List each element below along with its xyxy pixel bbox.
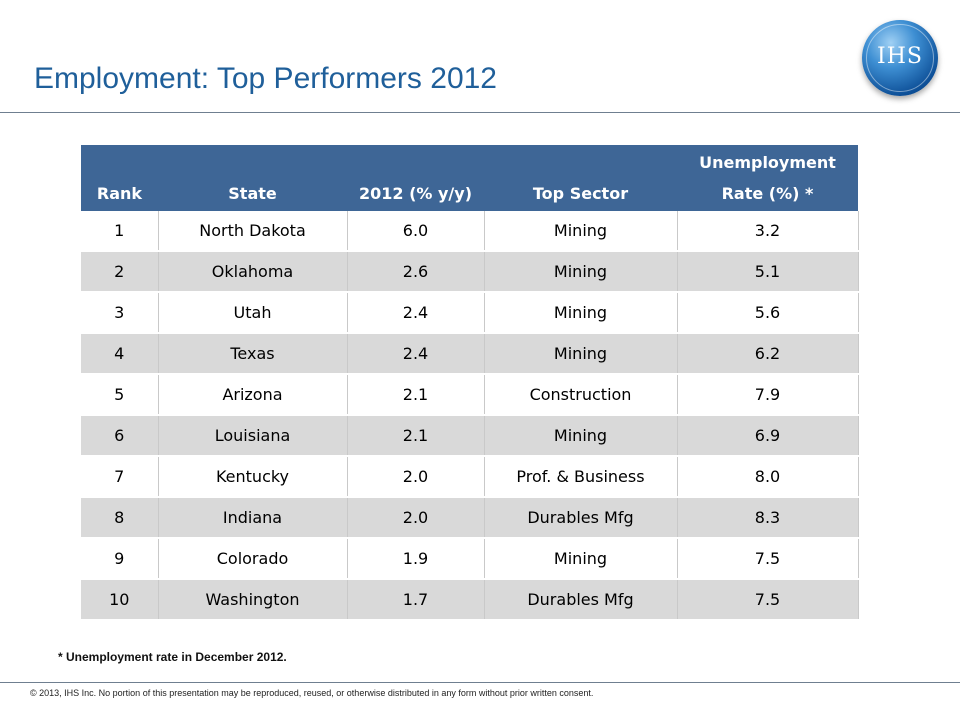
header-growth: 2012 (% y/y) (347, 145, 484, 211)
table-row: 2 Oklahoma 2.6 Mining 5.1 (81, 251, 859, 293)
header-rank: Rank (81, 145, 158, 211)
growth-cell: 2.0 (346, 497, 484, 539)
footer-divider (0, 682, 960, 683)
copyright-notice: © 2013, IHS Inc. No portion of this pres… (30, 688, 594, 698)
table-body: 1 North Dakota 6.0 Mining 3.2 2 Oklahoma 2.6 Min… (81, 211, 859, 621)
growth-cell: 1.7 (346, 579, 484, 621)
growth-cell: 2.0 (346, 456, 484, 498)
state-cell: Colorado (157, 538, 347, 580)
growth-cell: 6.0 (346, 211, 484, 252)
state-cell: Arizona (157, 374, 347, 416)
table-row: 4 Texas 2.4 Mining 6.2 (81, 333, 859, 375)
growth-cell: 2.4 (346, 292, 484, 334)
table-row: 5 Arizona 2.1 Construction 7.9 (81, 374, 859, 416)
state-cell: Louisiana (157, 415, 347, 457)
state-cell: North Dakota (157, 211, 347, 252)
unemployment-rate-cell: 5.6 (676, 292, 859, 334)
unemployment-rate-cell: 7.5 (676, 579, 859, 621)
logo-ring (866, 24, 934, 92)
unemployment-rate-cell: 6.2 (676, 333, 859, 375)
state-cell: Utah (157, 292, 347, 334)
unemployment-rate-cell: 8.3 (676, 497, 859, 539)
table-row: 3 Utah 2.4 Mining 5.6 (81, 292, 859, 334)
top-sector-cell: Mining (483, 292, 677, 334)
top-sector-cell: Mining (483, 538, 677, 580)
growth-cell: 1.9 (346, 538, 484, 580)
unemployment-rate-cell: 7.9 (676, 374, 859, 416)
table-row: 10 Washington 1.7 Durables Mfg 7.5 (81, 579, 859, 621)
logo-text: IHS (877, 44, 923, 69)
rank-cell: 2 (81, 251, 158, 293)
state-cell: Oklahoma (157, 251, 347, 293)
unemployment-rate-cell: 5.1 (676, 251, 859, 293)
top-sector-cell: Durables Mfg (483, 579, 677, 621)
rank-cell: 5 (81, 374, 158, 416)
growth-cell: 2.6 (346, 251, 484, 293)
table-header-row: Rank State 2012 (% y/y) Top Sector Unemp… (81, 145, 858, 211)
growth-cell: 2.4 (346, 333, 484, 375)
rank-cell: 3 (81, 292, 158, 334)
rank-cell: 7 (81, 456, 158, 498)
top-sector-cell: Mining (483, 415, 677, 457)
unemployment-rate-cell: 6.9 (676, 415, 859, 457)
unemployment-rate-cell: 8.0 (676, 456, 859, 498)
state-cell: Washington (157, 579, 347, 621)
header-state: State (158, 145, 347, 211)
top-sector-cell: Prof. & Business (483, 456, 677, 498)
state-cell: Indiana (157, 497, 347, 539)
table-row: 8 Indiana 2.0 Durables Mfg 8.3 (81, 497, 859, 539)
slide-title: Employment: Top Performers 2012 (34, 62, 497, 95)
top-sector-cell: Durables Mfg (483, 497, 677, 539)
top-sector-cell: Mining (483, 251, 677, 293)
state-cell: Texas (157, 333, 347, 375)
growth-cell: 2.1 (346, 415, 484, 457)
table-row: 6 Louisiana 2.1 Mining 6.9 (81, 415, 859, 457)
table-row: 7 Kentucky 2.0 Prof. & Business 8.0 (81, 456, 859, 498)
top-performers-table: Rank State 2012 (% y/y) Top Sector Unemp… (81, 145, 859, 621)
top-sector-cell: Construction (483, 374, 677, 416)
rank-cell: 9 (81, 538, 158, 580)
unemployment-rate-cell: 7.5 (676, 538, 859, 580)
header-top-sector: Top Sector (484, 145, 677, 211)
table-row: 1 North Dakota 6.0 Mining 3.2 (81, 211, 859, 252)
top-sector-cell: Mining (483, 333, 677, 375)
rank-cell: 1 (81, 211, 158, 252)
header-unemployment-rate: Unemployment Rate (%) * (677, 145, 858, 211)
rank-cell: 4 (81, 333, 158, 375)
growth-cell: 2.1 (346, 374, 484, 416)
unemployment-rate-cell: 3.2 (676, 211, 859, 252)
top-sector-cell: Mining (483, 211, 677, 252)
table-row: 9 Colorado 1.9 Mining 7.5 (81, 538, 859, 580)
ihs-logo: IHS (862, 20, 938, 96)
rank-cell: 6 (81, 415, 158, 457)
rank-cell: 10 (81, 579, 158, 621)
rank-cell: 8 (81, 497, 158, 539)
footnote: * Unemployment rate in December 2012. (58, 650, 287, 664)
title-divider (0, 112, 960, 113)
state-cell: Kentucky (157, 456, 347, 498)
